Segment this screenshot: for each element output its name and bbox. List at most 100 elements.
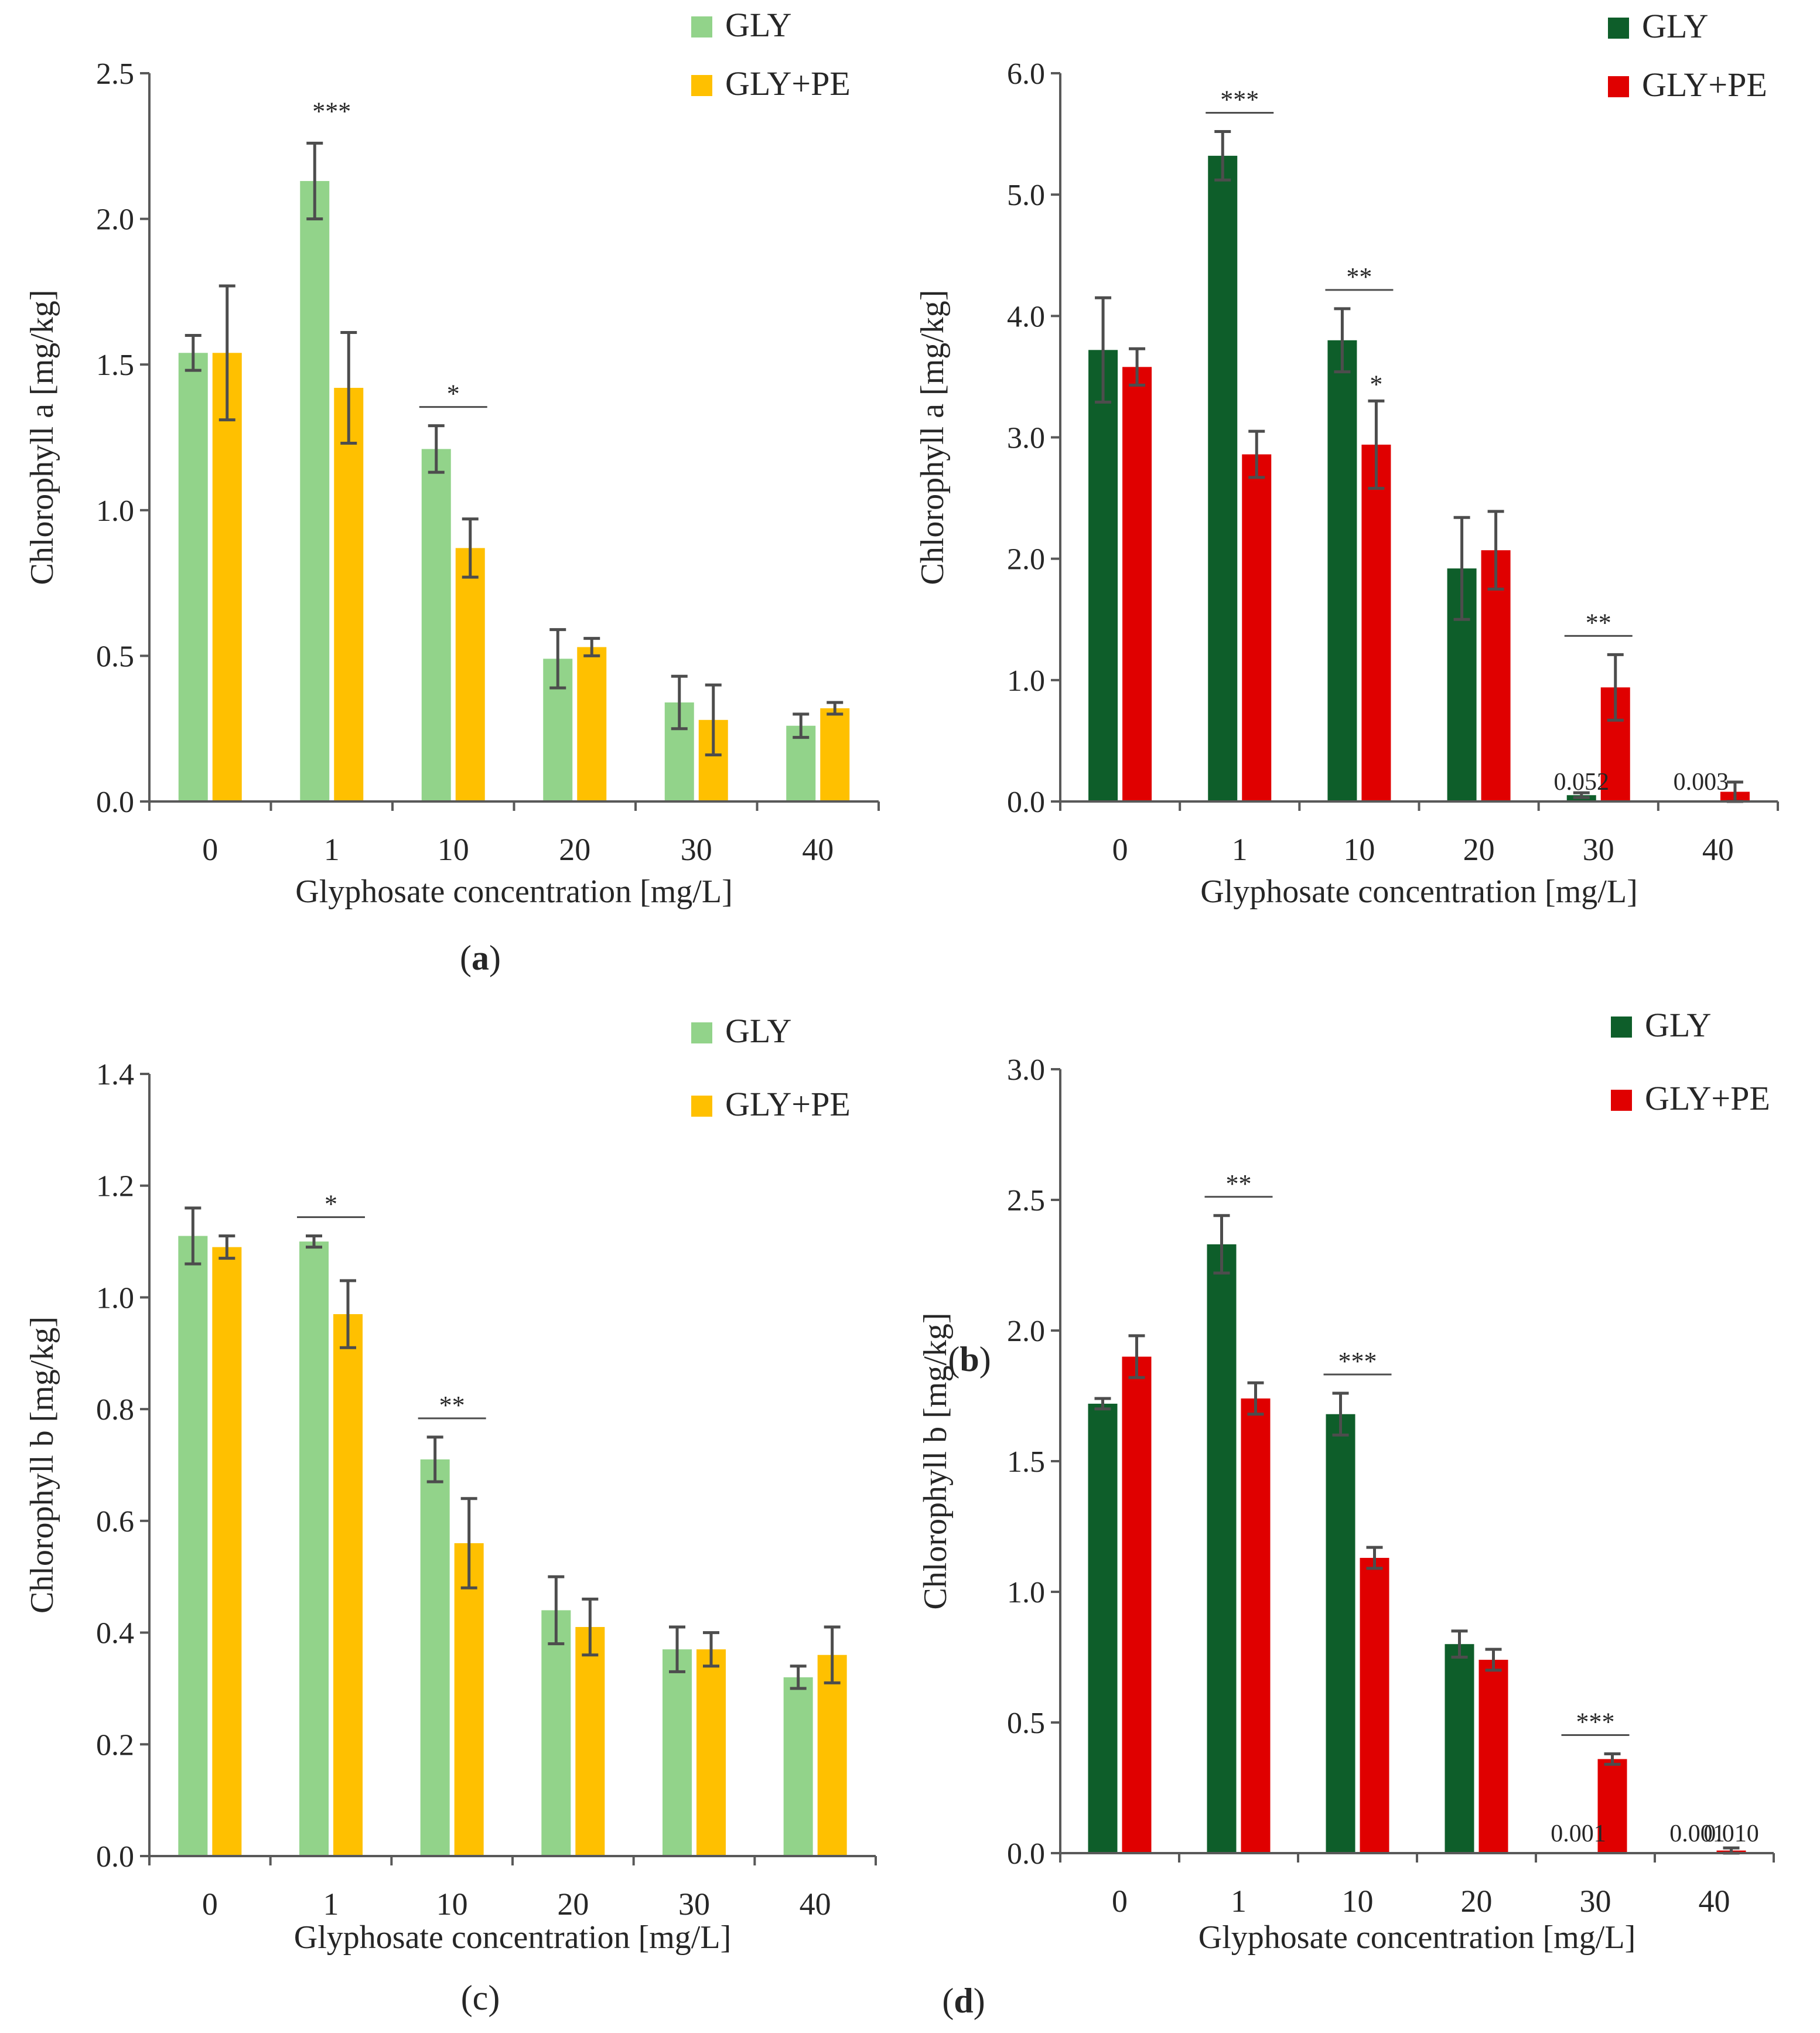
- x-tick-label: 0: [202, 1887, 218, 1922]
- significance-label: *: [447, 380, 460, 408]
- significance-label: **: [1586, 608, 1611, 637]
- bar-gly-1: [299, 1241, 329, 1856]
- bar-gly-pe-10: [1360, 1558, 1389, 1853]
- bar-gly-0: [178, 353, 208, 801]
- y-tick-label: 0.6: [96, 1505, 134, 1539]
- y-tick-label: 1.2: [96, 1170, 134, 1203]
- y-tick-label: 5.0: [1007, 179, 1045, 212]
- x-tick-label: 0: [1112, 1884, 1128, 1919]
- y-tick-label: 0.5: [96, 640, 134, 673]
- x-tick-label: 1: [324, 832, 340, 867]
- panel-a: 0.00.51.01.52.02.50 1 10 20 30 40**** Chlorop…: [24, 6, 880, 977]
- y-tick-label: 0.0: [96, 786, 134, 819]
- bar-gly-pe-40: [817, 1655, 847, 1856]
- x-tick-label: 40: [1702, 832, 1734, 867]
- y-tick-label: 1.5: [1007, 1445, 1045, 1479]
- y-axis-label: Chlorophyll a [mg/kg]: [24, 290, 60, 585]
- y-tick-label: 0.0: [1007, 786, 1045, 819]
- y-tick-label: 4.0: [1007, 300, 1045, 333]
- bar-gly-pe-20: [1478, 1659, 1508, 1853]
- bar-gly-pe-30: [1597, 1759, 1627, 1853]
- y-tick-label: 2.0: [96, 203, 134, 237]
- x-tick-label: 10: [436, 1887, 468, 1922]
- y-tick-label: 0.2: [96, 1728, 134, 1762]
- bar-gly-pe-20: [1481, 550, 1511, 801]
- bar-gly-10: [1327, 340, 1357, 801]
- bar-gly-1: [300, 180, 330, 801]
- panel-letter: b: [959, 1340, 979, 1379]
- value-annotation: 0.001: [1669, 1820, 1725, 1847]
- legend-swatch-gly-pe: [1611, 1090, 1632, 1111]
- y-tick-label: 1.0: [1007, 1576, 1045, 1609]
- legend-label-gly: GLY: [725, 1012, 791, 1050]
- y-tick-label: 1.0: [1007, 664, 1045, 698]
- x-tick-label: 30: [1583, 832, 1614, 867]
- y-tick-label: 2.5: [1007, 1184, 1045, 1217]
- x-tick-label: 30: [681, 832, 712, 867]
- bar-gly-pe-1: [1242, 454, 1272, 801]
- bar-gly-10: [421, 449, 451, 801]
- y-tick-label: 0.0: [1007, 1837, 1045, 1871]
- bar-gly-pe-30: [696, 1649, 726, 1856]
- legend-label-gly: GLY: [725, 6, 791, 44]
- significance-label: *: [1370, 370, 1382, 398]
- bar-gly-pe-0: [212, 1247, 242, 1856]
- y-tick-label: 2.5: [96, 57, 134, 91]
- legend: GLY GLY+PE: [1608, 7, 1767, 104]
- x-tick-label: 1: [323, 1887, 339, 1922]
- bar-gly-0: [1088, 1403, 1118, 1853]
- y-tick-label: 1.0: [96, 1281, 134, 1315]
- y-tick-label: 0.5: [1007, 1707, 1045, 1740]
- panel-letter: d: [954, 1981, 973, 2020]
- legend-swatch-gly: [1608, 18, 1629, 39]
- x-tick-label: 0: [202, 832, 218, 867]
- x-tick-label: 20: [1463, 832, 1495, 867]
- legend-label-gly-pe: GLY+PE: [725, 1085, 851, 1123]
- panel-letter: a: [472, 939, 489, 977]
- significance-label: **: [1226, 1169, 1252, 1198]
- bar-gly-pe-0: [212, 353, 242, 801]
- significance-label: ***: [1576, 1708, 1615, 1737]
- bar-gly-10: [420, 1459, 450, 1856]
- x-tick-label: 40: [1699, 1884, 1730, 1919]
- legend-label-gly-pe: GLY+PE: [1642, 66, 1767, 104]
- bar-gly-0: [178, 1236, 208, 1856]
- x-tick-label: 10: [1342, 1884, 1374, 1919]
- significance-label: ***: [1338, 1347, 1377, 1376]
- bar-gly-pe-1: [334, 387, 364, 801]
- legend-swatch-gly: [691, 16, 712, 37]
- y-tick-label: 0.0: [96, 1840, 134, 1874]
- bar-gly-40: [783, 1677, 813, 1856]
- significance-label: ***: [1220, 85, 1259, 114]
- bar-gly-30: [663, 1649, 692, 1856]
- legend-swatch-gly-pe: [691, 1096, 712, 1117]
- legend-swatch-gly-pe: [1608, 76, 1629, 97]
- panel-letter: c: [473, 1979, 489, 2017]
- bar-gly-20: [541, 1610, 571, 1856]
- bar-gly-pe-1: [333, 1314, 363, 1856]
- x-axis-title: Glyphosate concentration [mg/L]: [294, 1919, 731, 1956]
- legend-swatch-gly: [1611, 1016, 1632, 1038]
- legend-label-gly-pe: GLY+PE: [725, 64, 851, 103]
- bar-gly-pe-20: [575, 1627, 605, 1856]
- panel-label: (b): [948, 1340, 991, 1379]
- legend-swatch-gly: [691, 1022, 712, 1043]
- x-axis-title: Glyphosate concentration [mg/L]: [295, 874, 732, 910]
- bar-gly-1: [1207, 1244, 1237, 1853]
- bar-gly-pe-10: [455, 548, 485, 801]
- legend: GLY GLY+PE: [691, 6, 851, 103]
- bar-gly-0: [1088, 350, 1118, 801]
- x-tick-label: 1: [1231, 1884, 1247, 1919]
- panel-b: 0.01.02.03.04.05.06.00 1 10 20 30 40********0…: [914, 7, 1779, 1379]
- legend-swatch-gly-pe: [691, 75, 712, 96]
- bar-gly-pe-1: [1241, 1398, 1271, 1853]
- bar-gly-pe-10: [1361, 444, 1391, 801]
- y-axis-label: Chlorophyll b [mg/kg]: [24, 1316, 60, 1614]
- legend: GLY GLY+PE: [1611, 1006, 1770, 1117]
- y-tick-label: 6.0: [1007, 57, 1045, 91]
- y-tick-label: 1.5: [96, 349, 134, 382]
- x-tick-label: 10: [1343, 832, 1375, 867]
- y-tick-label: 0.8: [96, 1393, 134, 1427]
- legend-label-gly: GLY: [1645, 1006, 1711, 1044]
- y-tick-label: 3.0: [1007, 1053, 1045, 1087]
